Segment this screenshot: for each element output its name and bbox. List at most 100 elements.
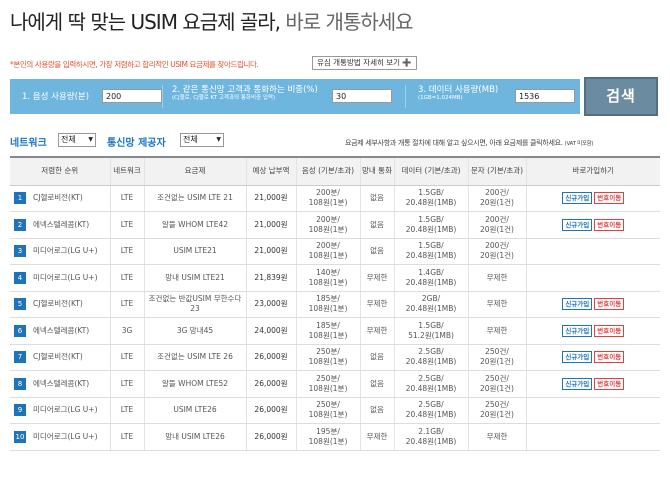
carrier-name: 미디어로그(LG U+): [33, 246, 98, 256]
voice-cell: 140분/108원(1분): [295, 264, 360, 292]
table-header-row: 저렴한 순위 네트워크 요금제 예상 납부액 음성 (기본/초과) 망내 통화 …: [10, 156, 660, 186]
new-signup-button[interactable]: 신규가입: [562, 377, 593, 390]
same-network-input[interactable]: [332, 89, 392, 103]
voice-cell: 200분/108원(1분): [295, 238, 360, 265]
page-title-main: 나에게 딱 맞는 USIM 요금제 골라,: [10, 10, 281, 34]
number-port-button[interactable]: 번호이동: [594, 377, 625, 390]
table-row[interactable]: 10 미디어로그(LG U+) LTE 망내 USIM LTE26 26,000원 195…: [10, 423, 660, 451]
rank-number: 6: [14, 324, 26, 337]
table-row[interactable]: 8 에넥스텔레콤(KT) LTE 알뜰 WHOM LTE52 26,000원 250분/1…: [10, 370, 660, 398]
chevron-down-icon: ▼: [88, 136, 93, 143]
data-cell: 2.5GB/20.48원(1MB): [393, 370, 468, 398]
usim-guide-button[interactable]: 유심 개통방법 자세히 보기 ➕: [312, 56, 417, 70]
sms-cell: 200건/20원(1건): [467, 238, 526, 265]
voice-usage-label: 1. 음성 사용량(분): [22, 92, 90, 102]
provider-filter-label: 통신망 제공자: [107, 138, 166, 149]
intra-cell: 없음: [359, 211, 394, 239]
price-cell: 26,000원: [245, 423, 296, 451]
provider-select[interactable]: 전체 ▼: [180, 133, 224, 147]
rank-number: 10: [14, 430, 26, 443]
data-usage-input[interactable]: [515, 89, 575, 103]
new-signup-button[interactable]: 신규가입: [562, 324, 593, 337]
plan-cell[interactable]: 조건없는 반값USIM 무한수다23: [143, 291, 246, 318]
plan-click-note: 요금제 세부사항과 개통 절차에 대해 알고 싶으시면, 아래 요금제를 클릭하…: [345, 139, 594, 147]
table-row[interactable]: 9 미디어로그(LG U+) LTE USIM LTE26 26,000원 250분/10…: [10, 397, 660, 424]
number-port-button[interactable]: 번호이동: [594, 351, 625, 364]
rank-cell: 6 에넥스텔레콤(KT): [10, 317, 110, 345]
voice-usage-field: 1. 음성 사용량(분): [22, 79, 162, 114]
sms-cell: 200건/20원(1건): [467, 211, 526, 239]
table-row[interactable]: 4 미디어로그(LG U+) LTE 망내 USIM LTE21 21,839원 140분…: [10, 264, 660, 292]
sms-cell: 250건/20원(1건): [467, 344, 526, 371]
sms-cell: 무제한: [467, 264, 526, 292]
join-cell: 신규가입 번호이동: [525, 185, 660, 212]
intra-cell: 없음: [359, 238, 394, 265]
table-row[interactable]: 2 에넥스텔레콤(KT) LTE 알뜰 WHOM LTE42 21,000원 200분/1…: [10, 211, 660, 239]
network-select-value: 전체: [61, 135, 76, 144]
network-cell: LTE: [109, 344, 144, 371]
table-row[interactable]: 7 CJ헬로비전(KT) LTE 조건없는 USIM LTE 26 26,000원 250…: [10, 344, 660, 371]
network-cell: LTE: [109, 238, 144, 265]
number-port-button[interactable]: 번호이동: [594, 298, 625, 311]
plan-cell[interactable]: USIM LTE26: [143, 397, 246, 424]
carrier-name: CJ헬로비전(KT): [33, 352, 83, 362]
price-cell: 21,000원: [245, 185, 296, 212]
plan-cell[interactable]: 알뜰 WHOM LTE42: [143, 211, 246, 239]
plan-cell[interactable]: 조건없는 USIM LTE 26: [143, 344, 246, 371]
rank-number: 8: [14, 377, 26, 390]
plan-cell[interactable]: 망내 USIM LTE26: [143, 423, 246, 451]
header-data: 데이터 (기본/초과): [393, 156, 468, 186]
network-select[interactable]: 전체 ▼: [58, 133, 96, 147]
table-row[interactable]: 5 CJ헬로비전(KT) LTE 조건없는 반값USIM 무한수다23 23,000원 1…: [10, 291, 660, 318]
data-cell: 1.5GB/20.48원(1MB): [393, 185, 468, 212]
network-cell: LTE: [109, 211, 144, 239]
voice-cell: 185분/108원(1분): [295, 317, 360, 345]
plan-cell[interactable]: USIM LTE21: [143, 238, 246, 265]
sms-cell: 200건/20원(1건): [467, 185, 526, 212]
data-cell: 1.5GB/20.48원(1MB): [393, 211, 468, 239]
sms-cell: 무제한: [467, 291, 526, 318]
table-row[interactable]: 3 미디어로그(LG U+) LTE USIM LTE21 21,000원 200분/10…: [10, 238, 660, 265]
header-plan: 요금제: [143, 156, 246, 186]
same-network-field: 2. 같은 통신망 고객과 통화하는 비중(%) (CJ헬로, CJ헬로 KT 고…: [172, 79, 402, 114]
table-row[interactable]: 6 에넥스텔레콤(KT) 3G 3G 망내45 24,000원 185분/108원(1분)…: [10, 317, 660, 345]
price-cell: 26,000원: [245, 344, 296, 371]
search-button[interactable]: 검색: [584, 77, 658, 116]
network-cell: LTE: [109, 291, 144, 318]
number-port-button[interactable]: 번호이동: [594, 192, 625, 205]
plan-cell[interactable]: 알뜰 WHOM LTE52: [143, 370, 246, 398]
data-usage-sublabel: (1GB=1,024MB): [418, 95, 463, 101]
rank-cell: 8 에넥스텔레콤(KT): [10, 370, 110, 398]
rank-number: 2: [14, 218, 26, 231]
carrier-name: 에넥스텔레콤(KT): [33, 378, 90, 388]
voice-usage-input[interactable]: [102, 89, 162, 103]
carrier-name: 미디어로그(LG U+): [33, 431, 98, 441]
rank-number: 5: [14, 298, 26, 311]
number-port-button[interactable]: 번호이동: [594, 218, 625, 231]
plan-cell[interactable]: 망내 USIM LTE21: [143, 264, 246, 292]
carrier-name: 에넥스텔레콤(KT): [33, 325, 90, 335]
table-row[interactable]: 1 CJ헬로비전(KT) LTE 조건없는 USIM LTE 21 21,000원 200…: [10, 185, 660, 212]
vat-note: (VAT 미포함): [564, 141, 594, 147]
new-signup-button[interactable]: 신규가입: [562, 192, 593, 205]
plan-cell[interactable]: 조건없는 USIM LTE 21: [143, 185, 246, 212]
new-signup-button[interactable]: 신규가입: [562, 351, 593, 364]
header-sms: 문자 (기본/초과): [467, 156, 526, 186]
join-cell: 신규가입 번호이동: [525, 370, 660, 398]
header-intra: 망내 통화: [359, 156, 394, 186]
network-cell: LTE: [109, 264, 144, 292]
header-network: 네트워크: [109, 156, 144, 186]
new-signup-button[interactable]: 신규가입: [562, 298, 593, 311]
new-signup-button[interactable]: 신규가입: [562, 218, 593, 231]
intra-cell: 없음: [359, 344, 394, 371]
data-cell: 2GB/20.48원(1MB): [393, 291, 468, 318]
network-cell: LTE: [109, 423, 144, 451]
sms-cell: 250건/20원(1건): [467, 370, 526, 398]
rank-cell: 5 CJ헬로비전(KT): [10, 291, 110, 318]
intra-cell: 없음: [359, 185, 394, 212]
header-rank: 저렴한 순위: [10, 156, 110, 186]
number-port-button[interactable]: 번호이동: [594, 324, 625, 337]
rank-number: 3: [14, 245, 26, 258]
carrier-name: 미디어로그(LG U+): [33, 272, 98, 282]
plan-cell[interactable]: 3G 망내45: [143, 317, 246, 345]
